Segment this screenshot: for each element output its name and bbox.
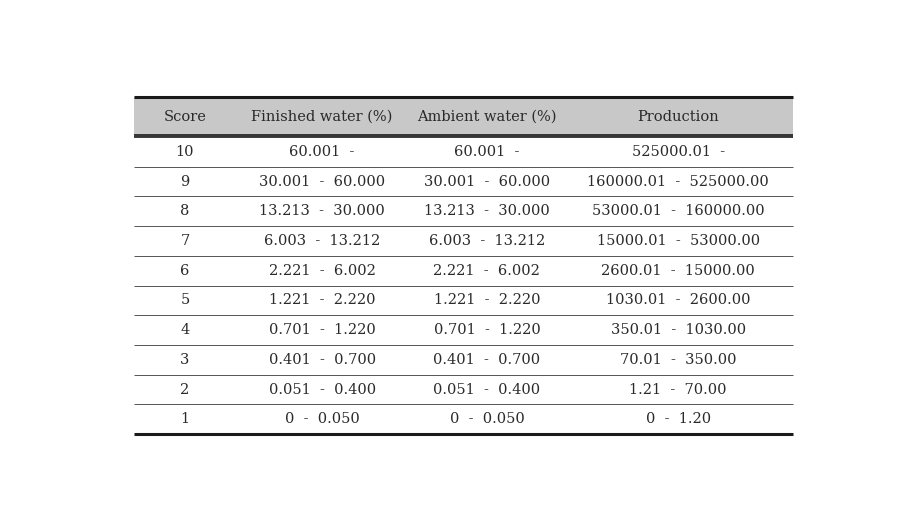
Text: 70.01  -  350.00: 70.01 - 350.00	[620, 353, 737, 367]
Text: 350.01  -  1030.00: 350.01 - 1030.00	[611, 323, 746, 337]
Text: 3: 3	[180, 353, 190, 367]
Text: 2.221  -  6.002: 2.221 - 6.002	[433, 264, 540, 278]
Text: 0.051  -  0.400: 0.051 - 0.400	[433, 383, 540, 397]
Text: 60.001  -: 60.001 -	[290, 145, 355, 159]
Text: 1.221  -  2.220: 1.221 - 2.220	[269, 293, 376, 308]
Text: 1.21  -  70.00: 1.21 - 70.00	[629, 383, 727, 397]
Bar	[134, 97, 794, 137]
Text: 1030.01  -  2600.00: 1030.01 - 2600.00	[605, 293, 750, 308]
Text: Production: Production	[637, 110, 719, 124]
Text: 5: 5	[180, 293, 189, 308]
Text: 0  -  1.20: 0 - 1.20	[645, 412, 710, 426]
Text: 0.401  -  0.700: 0.401 - 0.700	[269, 353, 376, 367]
Text: 2.221  -  6.002: 2.221 - 6.002	[269, 264, 376, 278]
Text: 1.221  -  2.220: 1.221 - 2.220	[433, 293, 540, 308]
Text: 30.001  -  60.000: 30.001 - 60.000	[259, 174, 386, 189]
Text: Ambient water (%): Ambient water (%)	[417, 110, 557, 124]
Text: 13.213  -  30.000: 13.213 - 30.000	[424, 204, 549, 218]
Text: 53000.01  -  160000.00: 53000.01 - 160000.00	[592, 204, 765, 218]
Text: 2: 2	[180, 383, 189, 397]
Text: 0.401  -  0.700: 0.401 - 0.700	[433, 353, 540, 367]
Text: 0  -  0.050: 0 - 0.050	[285, 412, 359, 426]
Text: 9: 9	[180, 174, 189, 189]
Text: 525000.01  -: 525000.01 -	[632, 145, 725, 159]
Text: 30.001  -  60.000: 30.001 - 60.000	[424, 174, 550, 189]
Text: Score: Score	[164, 110, 206, 124]
Text: 2600.01  -  15000.00: 2600.01 - 15000.00	[601, 264, 755, 278]
Text: 0  -  0.050: 0 - 0.050	[450, 412, 524, 426]
Text: 0.051  -  0.400: 0.051 - 0.400	[269, 383, 376, 397]
Text: 0.701  -  1.220: 0.701 - 1.220	[433, 323, 540, 337]
Text: 4: 4	[180, 323, 189, 337]
Text: 10: 10	[176, 145, 195, 159]
Text: Finished water (%): Finished water (%)	[252, 110, 393, 124]
Text: 160000.01  -  525000.00: 160000.01 - 525000.00	[587, 174, 769, 189]
Text: 6.003  -  13.212: 6.003 - 13.212	[429, 234, 545, 248]
Text: 1: 1	[180, 412, 189, 426]
Text: 8: 8	[180, 204, 190, 218]
Text: 60.001  -: 60.001 -	[454, 145, 519, 159]
Text: 6.003  -  13.212: 6.003 - 13.212	[264, 234, 380, 248]
Text: 0.701  -  1.220: 0.701 - 1.220	[269, 323, 376, 337]
Text: 15000.01  -  53000.00: 15000.01 - 53000.00	[596, 234, 759, 248]
Text: 13.213  -  30.000: 13.213 - 30.000	[259, 204, 385, 218]
Text: 6: 6	[180, 264, 190, 278]
Text: 7: 7	[180, 234, 189, 248]
